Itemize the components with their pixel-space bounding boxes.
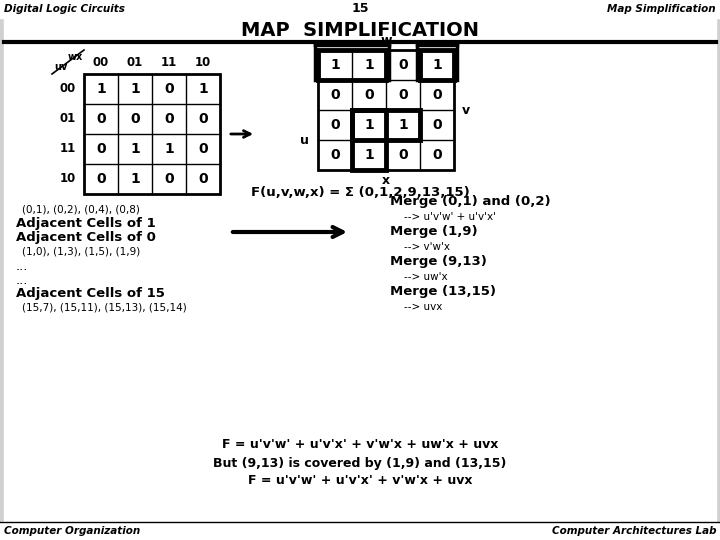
Bar <box>0 0 720 18</box>
Text: 0: 0 <box>164 82 174 96</box>
Text: (15,7), (15,11), (15,13), (15,14): (15,7), (15,11), (15,13), (15,14) <box>22 303 186 313</box>
Text: Merge (1,9): Merge (1,9) <box>390 226 477 239</box>
Text: 1: 1 <box>364 58 374 72</box>
Text: Merge (0,1) and (0,2): Merge (0,1) and (0,2) <box>390 195 551 208</box>
Text: 1: 1 <box>330 58 340 72</box>
Text: But (9,13) is covered by (1,9) and (13,15): But (9,13) is covered by (1,9) and (13,1… <box>213 456 507 469</box>
Text: 0: 0 <box>432 88 442 102</box>
Bar <box>84 74 220 194</box>
Text: 0: 0 <box>432 148 442 162</box>
Text: 11: 11 <box>60 143 76 156</box>
Text: 0: 0 <box>330 148 340 162</box>
Text: 0: 0 <box>330 118 340 132</box>
Text: --> v'w'x: --> v'w'x <box>404 242 450 252</box>
Text: Computer Organization: Computer Organization <box>4 526 140 536</box>
Text: 0: 0 <box>130 112 140 126</box>
Text: Merge (9,13): Merge (9,13) <box>390 255 487 268</box>
Text: 1: 1 <box>364 148 374 162</box>
Bar <box>318 50 386 80</box>
Text: 1: 1 <box>130 142 140 156</box>
Text: Map Simplification: Map Simplification <box>608 4 716 14</box>
Text: 0: 0 <box>164 112 174 126</box>
Text: 0: 0 <box>164 172 174 186</box>
Bar <box>352 110 420 140</box>
Text: uv: uv <box>54 62 68 72</box>
Text: (1,0), (1,3), (1,5), (1,9): (1,0), (1,3), (1,5), (1,9) <box>22 247 140 257</box>
Text: 0: 0 <box>330 88 340 102</box>
Text: Merge (13,15): Merge (13,15) <box>390 286 496 299</box>
Text: 1: 1 <box>96 82 106 96</box>
Text: u: u <box>300 133 308 146</box>
Text: 1: 1 <box>130 172 140 186</box>
Text: 10: 10 <box>60 172 76 186</box>
Text: 0: 0 <box>198 142 208 156</box>
Text: 15: 15 <box>351 3 369 16</box>
Text: 0: 0 <box>364 88 374 102</box>
Text: Computer Architectures Lab: Computer Architectures Lab <box>552 526 716 536</box>
Text: 0: 0 <box>398 88 408 102</box>
Text: 1: 1 <box>164 142 174 156</box>
Text: 00: 00 <box>93 56 109 69</box>
Text: ...: ... <box>16 273 28 287</box>
Text: 01: 01 <box>60 112 76 125</box>
Text: x: x <box>382 174 390 187</box>
Text: 0: 0 <box>96 172 106 186</box>
Text: w: w <box>380 33 392 46</box>
Text: MAP  SIMPLIFICATION: MAP SIMPLIFICATION <box>241 21 479 39</box>
Bar <box>0 522 720 540</box>
Text: F(u,v,w,x) = Σ (0,1,2,9,13,15): F(u,v,w,x) = Σ (0,1,2,9,13,15) <box>251 186 469 199</box>
Bar <box>352 110 386 170</box>
Bar <box>420 50 454 80</box>
Text: --> uw'x: --> uw'x <box>404 272 448 282</box>
Text: 1: 1 <box>398 118 408 132</box>
Text: (0,1), (0,2), (0,4), (0,8): (0,1), (0,2), (0,4), (0,8) <box>22 205 140 215</box>
Text: wx: wx <box>68 52 83 62</box>
Text: 0: 0 <box>398 58 408 72</box>
Text: 11: 11 <box>161 56 177 69</box>
Text: F = u'v'w' + u'v'x' + v'w'x + uvx: F = u'v'w' + u'v'x' + v'w'x + uvx <box>248 475 472 488</box>
Text: 1: 1 <box>198 82 208 96</box>
Text: 1: 1 <box>432 58 442 72</box>
Text: --> uvx: --> uvx <box>404 302 442 312</box>
Text: 0: 0 <box>398 148 408 162</box>
Text: 10: 10 <box>195 56 211 69</box>
Text: Adjacent Cells of 15: Adjacent Cells of 15 <box>16 287 165 300</box>
Text: 0: 0 <box>198 112 208 126</box>
Text: Adjacent Cells of 1: Adjacent Cells of 1 <box>16 218 156 231</box>
Text: Digital Logic Circuits: Digital Logic Circuits <box>4 4 125 14</box>
Bar <box>318 50 454 170</box>
Text: 0: 0 <box>96 142 106 156</box>
Text: v: v <box>462 104 470 117</box>
Text: 0: 0 <box>198 172 208 186</box>
Text: F = u'v'w' + u'v'x' + v'w'x + uw'x + uvx: F = u'v'w' + u'v'x' + v'w'x + uw'x + uvx <box>222 438 498 451</box>
Text: 01: 01 <box>127 56 143 69</box>
Text: 00: 00 <box>60 83 76 96</box>
Text: 1: 1 <box>364 118 374 132</box>
Text: ...: ... <box>16 260 28 273</box>
Text: Adjacent Cells of 0: Adjacent Cells of 0 <box>16 232 156 245</box>
Text: 1: 1 <box>130 82 140 96</box>
Text: --> u'v'w' + u'v'x': --> u'v'w' + u'v'x' <box>404 212 496 222</box>
Text: 0: 0 <box>96 112 106 126</box>
Text: 0: 0 <box>432 118 442 132</box>
